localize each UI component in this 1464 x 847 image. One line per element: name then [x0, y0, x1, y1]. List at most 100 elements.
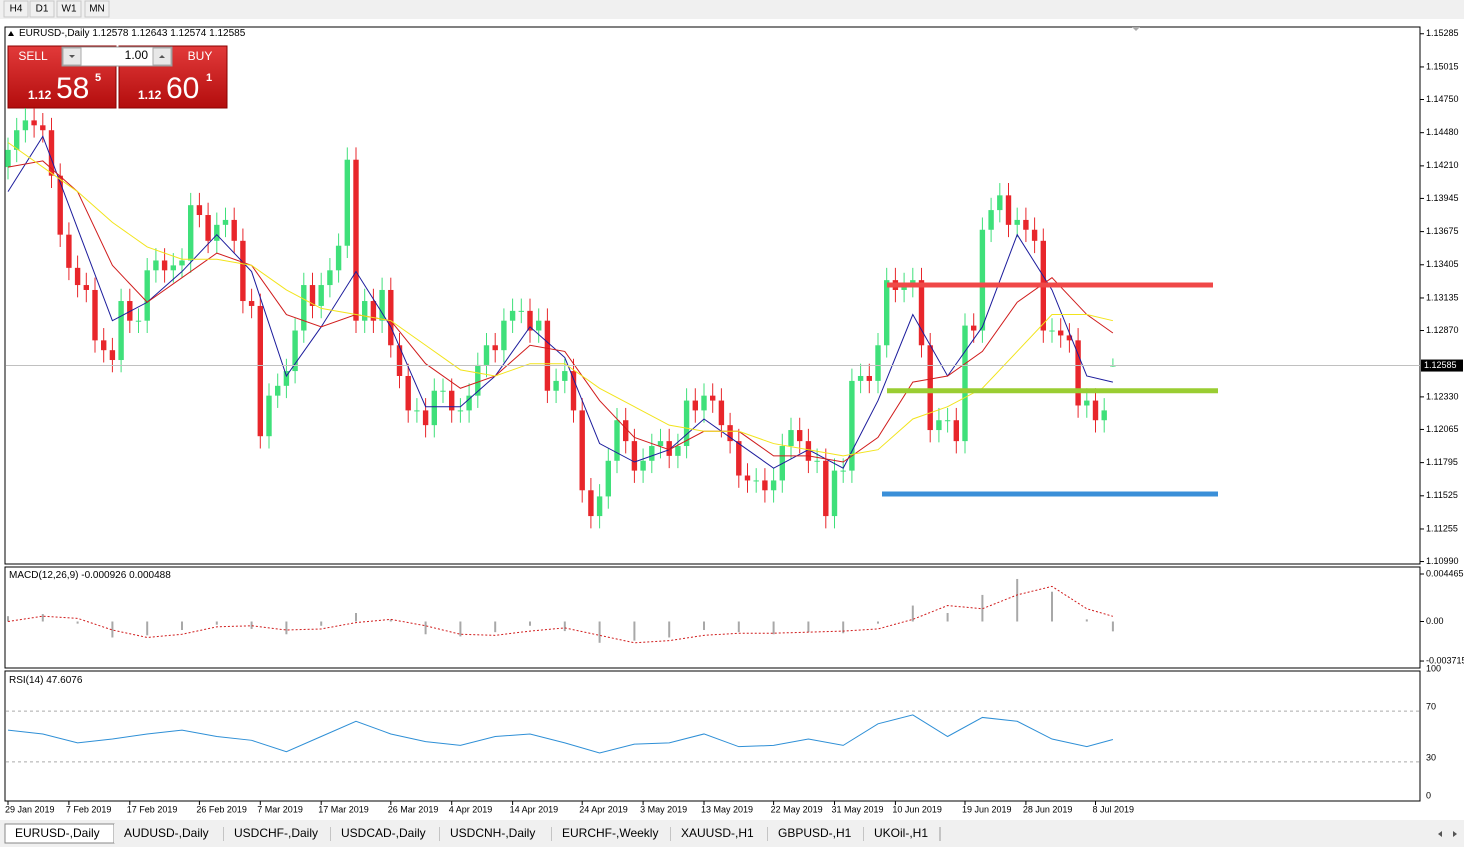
sell-label: SELL — [18, 49, 48, 63]
candle-body — [509, 310, 516, 321]
candle-body — [483, 345, 490, 365]
chart-title: EURUSD-,Daily 1.12578 1.12643 1.12574 1.… — [19, 28, 246, 39]
y-tick-label: 1.13405 — [1426, 259, 1459, 269]
candle-body — [536, 320, 542, 331]
candle-body — [92, 289, 98, 341]
tab-label: XAUUSD-,H1 — [681, 826, 754, 840]
y-tick-label: 0.004465 — [1426, 568, 1464, 578]
candle-body — [275, 385, 281, 396]
timeframe-button[interactable] — [3, 0, 29, 18]
candle-body — [257, 305, 263, 437]
candle-body — [649, 446, 655, 461]
candle-body — [744, 475, 751, 481]
collapse-icon[interactable] — [8, 31, 14, 36]
candle-body — [718, 400, 725, 426]
candles — [5, 108, 1116, 529]
candle-body — [405, 375, 411, 411]
timeframe-label: MN — [89, 4, 105, 15]
candle-body — [222, 219, 229, 225]
candle-body — [492, 345, 498, 351]
y-tick-label: 1.12330 — [1426, 391, 1459, 401]
macd-signal — [7, 585, 1114, 644]
y-tick-label: 1.10990 — [1426, 556, 1459, 566]
candle-body — [475, 364, 481, 396]
timeframe-label: W1 — [62, 4, 77, 15]
tab[interactable] — [768, 824, 864, 843]
candle-body — [849, 380, 855, 471]
candle-body — [118, 301, 124, 361]
one-click-trading: SELL BUY 1.00 1.12 58 5 1.12 60 1 — [7, 45, 228, 109]
candle-body — [414, 410, 420, 412]
x-tick-label: 7 Mar 2019 — [257, 804, 303, 814]
scroll-left[interactable] — [1438, 831, 1442, 837]
lot-input[interactable] — [61, 46, 173, 67]
candle-body — [988, 210, 994, 230]
up-arrow — [159, 55, 165, 58]
candle-body — [866, 375, 872, 381]
candle-body — [927, 345, 933, 431]
candle-body — [640, 460, 646, 471]
x-tick-label: 17 Mar 2019 — [318, 804, 369, 814]
candle-body — [457, 410, 464, 412]
candle-body — [805, 441, 812, 461]
moving-average — [7, 142, 1114, 457]
tab[interactable] — [671, 824, 768, 843]
candle-body — [353, 159, 359, 321]
candle-body — [370, 301, 377, 321]
candle-body — [579, 410, 585, 491]
candle-body — [240, 240, 246, 302]
tab[interactable] — [552, 824, 671, 843]
candle-body — [422, 410, 429, 426]
candle-body — [57, 175, 63, 235]
candle-body — [666, 441, 672, 456]
rsi-title: RSI(14) 47.6076 — [9, 675, 83, 686]
timeframe-label: D1 — [36, 4, 49, 15]
candle-body — [362, 301, 368, 321]
candle-body — [1066, 335, 1073, 341]
candle-body — [214, 224, 220, 241]
x-tick-label: 10 Jun 2019 — [892, 804, 942, 814]
candle-body — [953, 420, 959, 442]
candle-body — [449, 390, 455, 411]
candle-body — [1023, 219, 1029, 230]
candle-body — [701, 395, 707, 411]
candle-body — [379, 289, 385, 321]
candle-body — [788, 430, 794, 447]
candle-body — [196, 205, 203, 216]
timeframe-button[interactable] — [29, 0, 55, 18]
bid-label: 1.12585 — [1424, 360, 1457, 370]
x-tick-label: 26 Feb 2019 — [196, 804, 247, 814]
candle-body — [22, 120, 29, 131]
shift-marker — [1132, 27, 1140, 31]
candle-body — [605, 460, 611, 497]
candle-body — [1005, 195, 1012, 225]
x-tick-label: 24 Apr 2019 — [579, 804, 628, 814]
tab[interactable] — [440, 824, 552, 843]
candle-body — [66, 234, 72, 268]
scroll-right[interactable] — [1453, 831, 1457, 837]
timeframe-button[interactable] — [84, 0, 110, 18]
timeframe-button[interactable] — [56, 0, 82, 18]
y-tick-label: -0.003715 — [1426, 655, 1464, 665]
tab[interactable] — [864, 824, 940, 843]
macd-panel — [4, 566, 1421, 669]
candle-body — [179, 260, 185, 266]
buy-label: BUY — [188, 49, 213, 63]
candle-body — [918, 280, 925, 346]
candle-body — [553, 380, 559, 391]
x-tick-label: 7 Feb 2019 — [66, 804, 112, 814]
candle-body — [675, 446, 681, 456]
candle-body — [1049, 330, 1055, 332]
tab[interactable] — [331, 824, 440, 843]
tab-label: UKOil-,H1 — [874, 826, 928, 840]
timeframe-toolbar — [0, 0, 1464, 19]
macd-title: MACD(12,26,9) -0.000926 0.000488 — [9, 570, 171, 581]
tab[interactable] — [224, 824, 331, 843]
tab-label: AUDUSD-,Daily — [124, 826, 209, 840]
y-tick-label: 1.11255 — [1426, 523, 1458, 533]
candle-body — [971, 325, 977, 331]
candle-body — [440, 390, 446, 392]
candle-body — [814, 460, 820, 462]
tab[interactable] — [114, 824, 224, 843]
y-tick-label: 1.15285 — [1426, 28, 1459, 38]
